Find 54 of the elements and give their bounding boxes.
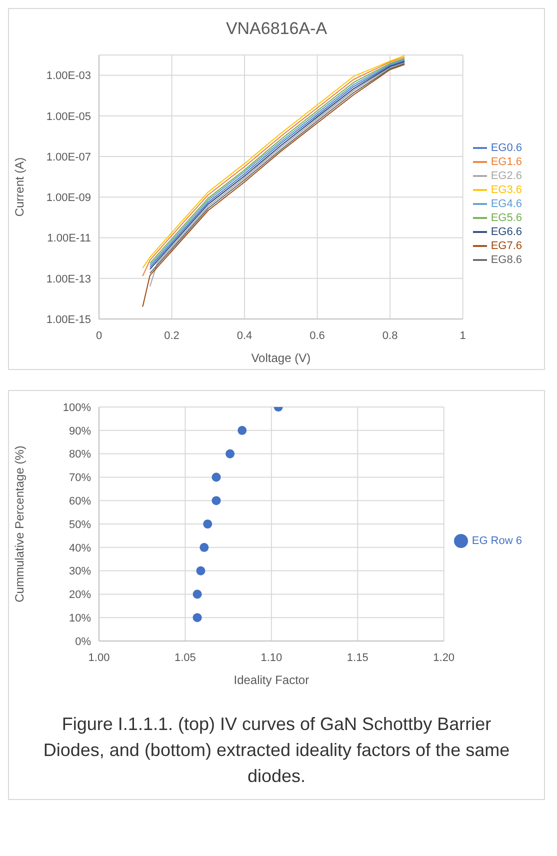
- y-tick-label: 60%: [68, 496, 92, 508]
- legend-label: EG2.6: [490, 170, 522, 182]
- y-tick-label: 10%: [68, 612, 92, 625]
- y-tick-label: 0%: [75, 636, 92, 648]
- y-tick-label: 1.00E-03: [46, 70, 91, 82]
- x-tick-label: 0.6: [310, 330, 325, 342]
- y-tick-label: 1.00E-11: [47, 232, 91, 245]
- y-tick-label: 30%: [68, 566, 92, 578]
- point: [212, 472, 221, 482]
- x-tick-label: 0.2: [164, 330, 180, 342]
- legend-label: EG1.6: [490, 156, 522, 168]
- y-axis-title: Current (A): [12, 157, 26, 217]
- y-tick-label: 100%: [62, 402, 92, 414]
- y-tick-label: 1.00E-05: [46, 110, 91, 123]
- legend-label: EG8.6: [490, 254, 522, 266]
- y-tick-label: 80%: [68, 448, 92, 461]
- legend-label: EG0.6: [490, 142, 522, 154]
- y-tick-label: 40%: [68, 542, 92, 554]
- point: [203, 519, 212, 529]
- point: [192, 590, 202, 599]
- legend-label: EG5.6: [490, 212, 522, 224]
- text: Figure I.1.1.1. (top) IV curves of GaN Schottby Barrier Diodes, and (bottom) extracted ideality factors of the same diodes.: [42, 713, 511, 788]
- chart-title: VNA6816A-A: [224, 19, 328, 39]
- y-tick-label: 1.00E-15: [46, 314, 91, 326]
- y-axis-title: Cummulative Percentage (%): [12, 446, 26, 602]
- x-tick-label: 0.8: [382, 330, 398, 342]
- x-tick-label: 0.4: [236, 330, 252, 342]
- x-tick-label: 1.15: [346, 652, 368, 664]
- point: [196, 566, 206, 576]
- point: [226, 449, 235, 458]
- x-tick-label: 1: [460, 330, 466, 342]
- point: [212, 496, 221, 506]
- x-axis-title: Voltage (V): [251, 351, 311, 365]
- y-tick-label: 50%: [68, 518, 92, 531]
- x-tick-label: 1.00: [88, 652, 110, 664]
- legend-label: EG4.6: [490, 198, 522, 210]
- legend-label: EG7.6: [490, 240, 522, 252]
- point: [238, 426, 247, 435]
- y-tick-label: 1.00E-13: [46, 273, 91, 286]
- point: [192, 613, 202, 622]
- legend-label: EG Row 6: [472, 534, 522, 547]
- legend-label: EG6.6: [490, 226, 522, 238]
- x-tick-label: 1.10: [260, 652, 282, 664]
- legend-label: EG3.6: [490, 184, 522, 196]
- y-tick-label: 1.00E-07: [46, 151, 91, 164]
- x-tick-label: 0: [96, 330, 102, 342]
- y-tick-label: 1.00E-09: [46, 192, 91, 204]
- y-tick-label: 70%: [68, 472, 92, 484]
- point: [200, 542, 209, 552]
- x-tick-label: 1.20: [433, 652, 455, 664]
- y-tick-label: 90%: [68, 425, 92, 438]
- y-tick-label: 20%: [68, 589, 92, 602]
- x-axis-title: Ideality Factor: [234, 673, 310, 687]
- x-tick-label: 1.05: [174, 652, 196, 664]
